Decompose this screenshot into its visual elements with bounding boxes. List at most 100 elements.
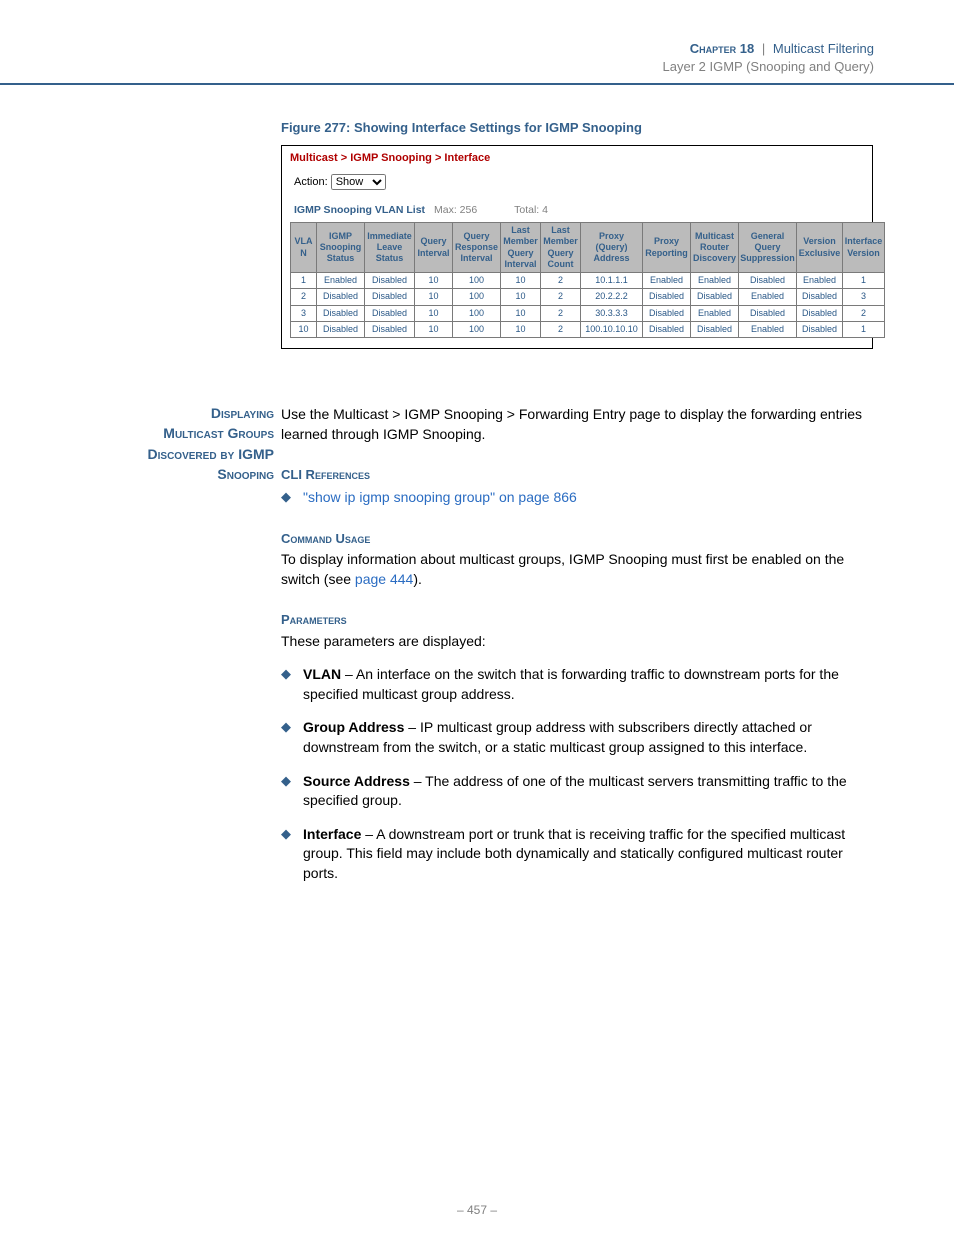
table-cell: Disabled (797, 289, 843, 305)
parameter-bullet: ◆Interface – A downstream port or trunk … (281, 825, 873, 884)
table-header: VLAN (291, 223, 317, 273)
table-header: Query Interval (415, 223, 453, 273)
table-cell: Disabled (643, 289, 691, 305)
table-cell: 2 (843, 305, 885, 321)
table-cell: 2 (541, 273, 581, 289)
bullet-icon: ◆ (281, 665, 303, 704)
table-header: General Query Suppression (739, 223, 797, 273)
table-header-row: VLANIGMP Snooping StatusImmediate Leave … (291, 223, 885, 273)
table-cell: Enabled (739, 289, 797, 305)
table-cell: Disabled (739, 273, 797, 289)
table-cell: 10 (415, 321, 453, 337)
body-column: Use the Multicast > IGMP Snooping > Forw… (281, 405, 873, 897)
command-usage-paragraph: To display information about multicast g… (281, 550, 873, 589)
table-row: 10DisabledDisabled10100102100.10.10.10Di… (291, 321, 885, 337)
bullet-icon: ◆ (281, 772, 303, 811)
list-title: IGMP Snooping VLAN List Max: 256 Total: … (294, 204, 864, 216)
table-cell: Enabled (739, 321, 797, 337)
parameter-bullet: ◆VLAN – An interface on the switch that … (281, 665, 873, 704)
parameter-name: Group Address (303, 719, 404, 735)
table-cell: 100 (453, 273, 501, 289)
side-heading-l4: Snooping (217, 466, 274, 482)
cli-ref-bullet: ◆ "show ip igmp snooping group" on page … (281, 488, 873, 508)
table-cell: 10 (415, 305, 453, 321)
section-side-heading: Displaying Multicast Groups Discovered b… (80, 403, 274, 484)
table-header: IGMP Snooping Status (317, 223, 365, 273)
table-cell: 3 (291, 305, 317, 321)
table-cell: Disabled (365, 273, 415, 289)
cli-ref-link[interactable]: "show ip igmp snooping group" on page 86… (303, 489, 577, 505)
table-cell: 30.3.3.3 (581, 305, 643, 321)
side-heading-l1: Displaying (211, 405, 274, 421)
table-cell: 1 (843, 321, 885, 337)
table-cell: Enabled (797, 273, 843, 289)
table-cell: 100.10.10.10 (581, 321, 643, 337)
table-cell: Disabled (643, 321, 691, 337)
list-max: Max: 256 (434, 204, 477, 216)
table-cell: 100 (453, 289, 501, 305)
table-cell: Disabled (317, 321, 365, 337)
list-total: Total: 4 (514, 204, 548, 216)
table-cell: Disabled (643, 305, 691, 321)
parameter-bullet: ◆Source Address – The address of one of … (281, 772, 873, 811)
table-cell: 2 (291, 289, 317, 305)
side-heading-l3: Discovered by IGMP (148, 446, 274, 462)
vlan-table: VLANIGMP Snooping StatusImmediate Leave … (290, 222, 885, 338)
table-cell: 10.1.1.1 (581, 273, 643, 289)
page-number: – 457 – (0, 1203, 954, 1217)
usage-page-link[interactable]: page 444 (355, 571, 413, 587)
table-cell: 10 (501, 305, 541, 321)
side-heading-l2: Multicast Groups (163, 425, 274, 441)
parameter-text: Group Address – IP multicast group addre… (303, 718, 873, 757)
parameter-text: Source Address – The address of one of t… (303, 772, 873, 811)
table-cell: 3 (843, 289, 885, 305)
table-header: Last Member Query Count (541, 223, 581, 273)
separator: | (762, 41, 765, 56)
table-cell: Disabled (691, 321, 739, 337)
table-header: Multicast Router Discovery (691, 223, 739, 273)
table-header: Interface Version (843, 223, 885, 273)
bullet-icon: ◆ (281, 718, 303, 757)
table-header: Immediate Leave Status (365, 223, 415, 273)
parameter-name: VLAN (303, 666, 341, 682)
figure-caption: Figure 277: Showing Interface Settings f… (281, 120, 642, 135)
table-cell: Disabled (317, 289, 365, 305)
table-cell: 1 (291, 273, 317, 289)
table-cell: Disabled (365, 305, 415, 321)
list-name: IGMP Snooping VLAN List (294, 204, 425, 216)
parameter-desc: – An interface on the switch that is for… (303, 666, 839, 702)
table-row: 1EnabledDisabled1010010210.1.1.1EnabledE… (291, 273, 885, 289)
parameter-desc: – A downstream port or trunk that is rec… (303, 826, 845, 881)
table-cell: Enabled (317, 273, 365, 289)
table-cell: Disabled (691, 289, 739, 305)
action-select[interactable]: Show (331, 174, 386, 190)
table-cell: Disabled (365, 321, 415, 337)
table-cell: Disabled (317, 305, 365, 321)
page-header: Chapter 18 | Multicast Filtering Layer 2… (663, 40, 875, 76)
bullet-icon: ◆ (281, 825, 303, 884)
table-cell: Enabled (691, 305, 739, 321)
parameters-intro: These parameters are displayed: (281, 632, 873, 652)
header-rule (0, 83, 954, 85)
table-cell: 100 (453, 305, 501, 321)
parameter-text: Interface – A downstream port or trunk t… (303, 825, 873, 884)
table-cell: 1 (843, 273, 885, 289)
table-cell: 2 (541, 289, 581, 305)
table-header: Proxy Reporting (643, 223, 691, 273)
chapter-label: Chapter 18 (690, 41, 754, 56)
table-cell: 10 (291, 321, 317, 337)
table-cell: 10 (415, 273, 453, 289)
table-row: 2DisabledDisabled1010010220.2.2.2Disable… (291, 289, 885, 305)
parameter-name: Interface (303, 826, 361, 842)
breadcrumb: Multicast > IGMP Snooping > Interface (290, 152, 864, 164)
parameters-heading: Parameters (281, 611, 873, 629)
table-cell: Disabled (797, 321, 843, 337)
table-header: Query Response Interval (453, 223, 501, 273)
table-header: Version Exclusive (797, 223, 843, 273)
table-cell: 20.2.2.2 (581, 289, 643, 305)
table-header: Last Member Query Interval (501, 223, 541, 273)
table-cell: Disabled (797, 305, 843, 321)
parameter-bullet: ◆Group Address – IP multicast group addr… (281, 718, 873, 757)
table-cell: 2 (541, 321, 581, 337)
action-row: Action: Show (294, 174, 864, 190)
